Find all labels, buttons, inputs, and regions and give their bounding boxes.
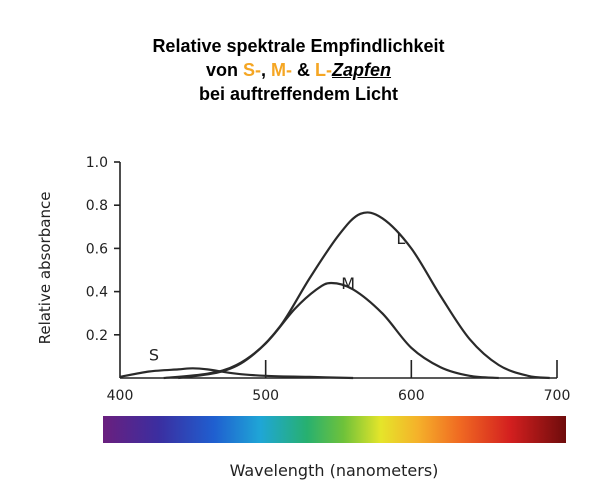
y-tick-label: 0.2	[86, 328, 108, 344]
x-tick-label: 700	[544, 388, 571, 404]
x-tick-label: 400	[107, 388, 134, 404]
title-sep2: &	[292, 60, 316, 80]
s-label: S-	[242, 60, 261, 80]
title-von: von	[205, 60, 243, 80]
curve-l	[178, 211, 550, 380]
spectrum-color-bar	[103, 416, 566, 443]
curve-label-m: M	[341, 274, 355, 293]
curves: S M L	[119, 211, 550, 380]
tick-labels: 400 500 600 700 0.2 0.4 0.6 0.8 1.0	[86, 155, 571, 404]
y-tick-label: 0.4	[86, 285, 108, 301]
curve-label-s: S	[149, 345, 159, 364]
title-line-3: bei auftreffendem Licht	[198, 84, 399, 104]
y-tick-label: 0.6	[86, 241, 108, 257]
title-sep1: ,	[260, 60, 271, 80]
y-tick-label: 0.8	[86, 198, 108, 214]
curve-label-l: L	[396, 229, 405, 248]
x-axis-label: Wavelength (nanometers)	[230, 461, 439, 480]
x-tick-label: 500	[252, 388, 279, 404]
m-label: M-	[271, 60, 292, 80]
curve-s	[119, 367, 354, 380]
chart-title: Relative spektrale Empfindlichkeit von S…	[0, 34, 597, 106]
y-axis-label: Relative absorbance	[36, 192, 54, 345]
y-axis	[114, 161, 121, 378]
zapfen-label: Zapfen	[332, 60, 392, 80]
y-tick-label: 1.0	[86, 155, 108, 171]
x-tick-label: 600	[398, 388, 425, 404]
curve-m	[163, 281, 499, 380]
title-line-1: Relative spektrale Empfindlichkeit	[152, 36, 445, 56]
l-label: L-	[315, 60, 333, 80]
title-line-2: von S-, M- & L-Zapfen	[0, 58, 597, 82]
